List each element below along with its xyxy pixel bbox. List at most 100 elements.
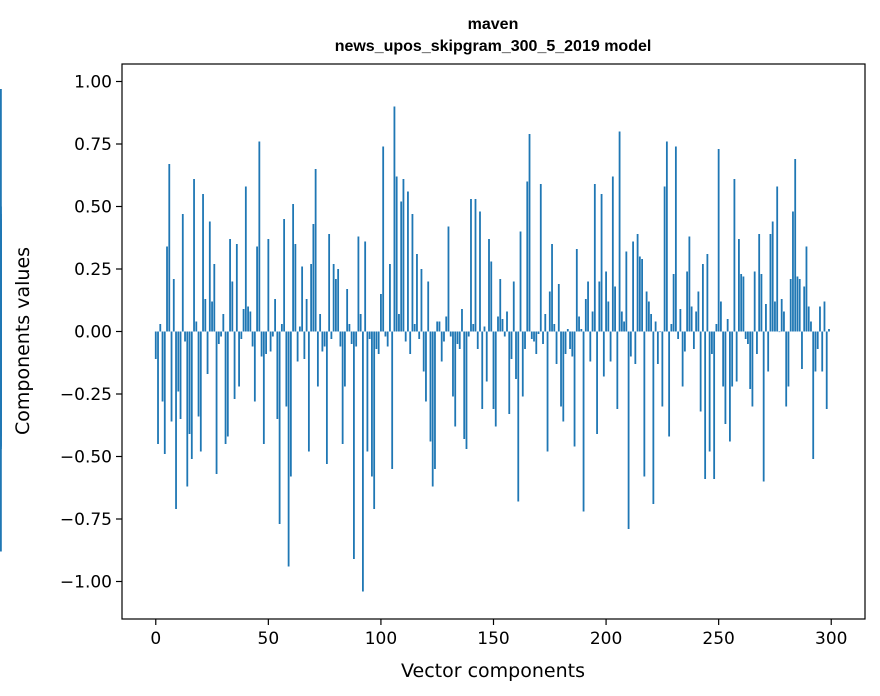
bar-275 [774, 301, 776, 332]
bar-59 [287, 331, 290, 567]
bar-146 [483, 326, 486, 332]
bar-97 [373, 331, 376, 509]
bar-152 [497, 316, 499, 332]
bar-42 [249, 311, 252, 332]
bar-9 [175, 331, 177, 509]
bar-296 [821, 331, 824, 372]
bar-251 [720, 301, 722, 332]
bar-160 [515, 331, 517, 379]
bar-269 [760, 274, 763, 332]
bar-111 [404, 331, 407, 342]
bar-11 [179, 331, 182, 419]
bar-140 [470, 199, 472, 332]
bar-254 [726, 319, 729, 332]
y-tick-label: 0.00 [74, 323, 112, 343]
bar-180 [560, 331, 562, 407]
bar-298 [825, 331, 828, 409]
bar-189 [580, 329, 583, 332]
bar-202 [609, 331, 612, 362]
bar-99 [377, 331, 380, 354]
bar-139 [467, 331, 470, 337]
bar-47 [260, 331, 263, 357]
bar-258 [735, 331, 738, 382]
bar-52 [271, 331, 274, 337]
bar-49 [265, 331, 267, 354]
bar-260 [740, 274, 743, 332]
bar-60 [289, 331, 292, 477]
bar-82 [339, 331, 342, 347]
bar-112 [407, 191, 409, 332]
bar-102 [384, 331, 387, 337]
bar-3 [161, 331, 164, 402]
bar-210 [627, 331, 630, 529]
bar-53 [274, 299, 276, 332]
bar-66 [303, 331, 306, 359]
bar-194 [591, 311, 594, 332]
bar-157 [508, 331, 511, 414]
bar-135 [458, 331, 461, 349]
bar-261 [742, 276, 745, 332]
bar-276 [776, 186, 779, 332]
x-axis-ticks: 0 50 100 150 200 250 300 [150, 619, 847, 649]
bar-225 [661, 331, 664, 407]
bar-70 [312, 224, 315, 332]
bar-158 [510, 331, 513, 359]
bar-176 [551, 244, 553, 332]
bar-15 [188, 331, 191, 434]
bar-56 [280, 324, 283, 332]
bar-119 [422, 331, 425, 372]
bar-64 [298, 326, 301, 332]
bar-122 [429, 331, 432, 442]
bar-221 [652, 331, 655, 504]
x-tick-label: 0 [150, 629, 161, 649]
bar-37 [238, 331, 240, 387]
bar-43 [251, 331, 254, 347]
bar-159 [512, 281, 515, 332]
bar-123 [431, 331, 434, 487]
bar-19 [197, 331, 200, 417]
bar-134 [456, 331, 459, 344]
bar-4 [163, 331, 166, 454]
x-tick-label: 250 [702, 629, 734, 649]
bar-75 [323, 331, 326, 347]
bar-201 [607, 301, 610, 332]
bar-21 [202, 194, 204, 332]
bar-106 [393, 106, 396, 332]
bar-177 [553, 324, 556, 332]
bar-155 [503, 331, 506, 337]
bar-278 [780, 299, 783, 332]
bar-273 [769, 234, 772, 332]
bar-248 [713, 331, 716, 479]
bar-45 [256, 246, 258, 332]
bar-28 [217, 331, 220, 344]
bar-243 [701, 264, 704, 332]
bar-199 [602, 331, 605, 377]
bar-31 [224, 331, 227, 444]
bar-196 [596, 331, 598, 434]
bar-51 [269, 331, 272, 352]
bar-186 [573, 331, 576, 447]
bar-293 [814, 331, 817, 372]
bar-259 [738, 239, 740, 332]
bar-215 [638, 256, 641, 332]
bar-69 [310, 264, 313, 332]
bar-104 [389, 264, 391, 332]
y-tick-label: −0.75 [60, 510, 112, 530]
bar-168 [533, 331, 535, 342]
bar-169 [535, 331, 538, 354]
bar-156 [506, 311, 508, 332]
bar-23 [206, 331, 209, 374]
bar-212 [632, 241, 634, 332]
bar-61 [292, 204, 295, 332]
bar-144 [479, 211, 481, 332]
bar-58 [285, 331, 288, 407]
bar-65 [301, 266, 304, 332]
bar-126 [438, 321, 441, 332]
y-axis-label: Components values [12, 247, 34, 435]
bar-73 [319, 314, 322, 332]
bar-270 [762, 331, 765, 482]
bar-271 [765, 304, 767, 332]
bar-27 [215, 331, 218, 474]
bar-239 [692, 331, 695, 349]
bar-13 [184, 331, 186, 342]
